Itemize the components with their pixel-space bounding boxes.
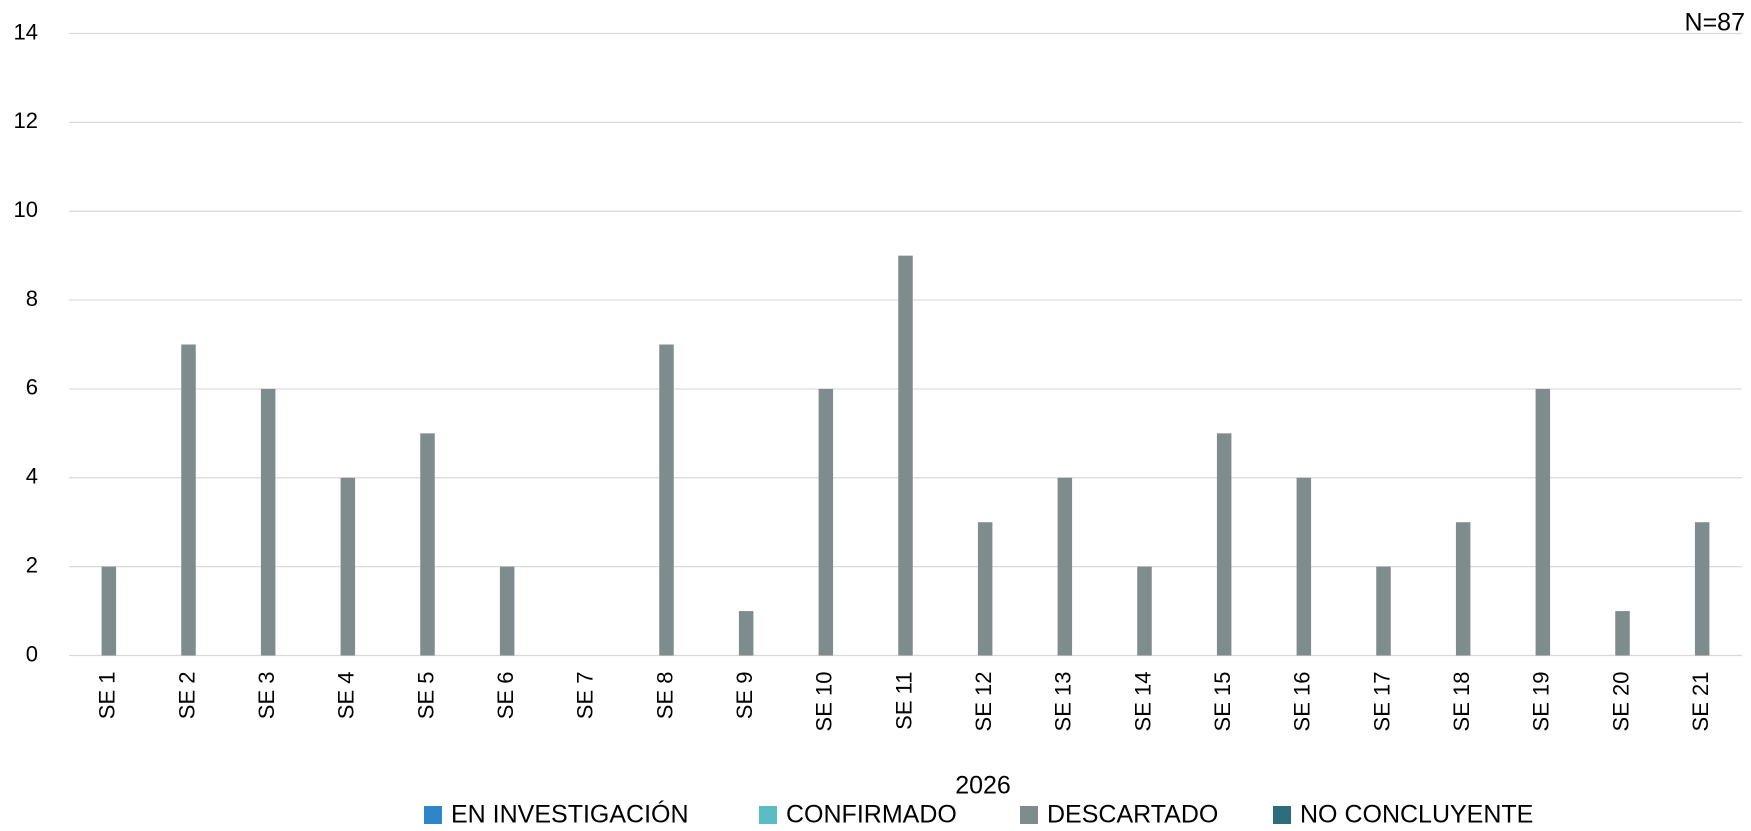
x-tick-label: SE 3: [254, 672, 279, 720]
x-tick-label: SE 18: [1449, 672, 1474, 732]
bar: [977, 522, 993, 656]
x-tick-label: SE 8: [652, 672, 677, 720]
bar: [738, 611, 754, 656]
y-tick-label: 14: [14, 19, 38, 44]
x-tick-label: SE 21: [1688, 672, 1713, 732]
bar: [181, 344, 196, 656]
x-tick-label: SE 9: [732, 672, 757, 720]
bar: [260, 388, 276, 656]
y-tick-label: 6: [26, 375, 38, 400]
x-tick-label: SE 12: [971, 672, 996, 732]
x-axis-label: 2026: [955, 772, 1011, 800]
x-tick-label: SE 20: [1608, 672, 1633, 732]
legend-label: EN INVESTIGACIÓN: [451, 800, 689, 829]
bar: [1376, 566, 1391, 656]
x-tick-label: SE 4: [334, 672, 359, 720]
bar: [1296, 477, 1312, 656]
y-tick-label: 0: [26, 641, 38, 666]
legend-label: CONFIRMADO: [786, 801, 957, 829]
bar: [420, 433, 435, 656]
y-tick-label: 8: [26, 286, 38, 311]
x-tick-label: SE 1: [95, 672, 120, 720]
bar: [898, 255, 913, 656]
legend-label: NO CONCLUYENTE: [1300, 801, 1533, 829]
x-tick-label: SE 13: [1051, 672, 1076, 732]
legend-swatch: [424, 806, 442, 824]
x-tick-label: SE 15: [1210, 672, 1235, 732]
bar: [340, 477, 356, 656]
legend-swatch: [1020, 806, 1038, 824]
y-tick-label: 2: [26, 552, 38, 577]
y-tick-label: 10: [14, 197, 38, 222]
annotation: N=87: [1685, 9, 1745, 37]
x-tick-label: SE 16: [1290, 672, 1315, 732]
y-tick-label: 12: [14, 108, 38, 133]
x-tick-label: SE 5: [413, 672, 438, 720]
bar: [1216, 433, 1232, 656]
bar: [499, 566, 515, 656]
x-tick-label: SE 2: [174, 672, 199, 720]
x-tick-label: SE 6: [493, 672, 518, 720]
y-tick-label: 4: [26, 464, 38, 489]
legend-swatch: [759, 806, 777, 824]
bar: [659, 344, 674, 656]
bar: [1535, 388, 1551, 656]
bar: [1057, 477, 1073, 656]
x-tick-label: SE 17: [1369, 672, 1394, 732]
legend-swatch: [1273, 806, 1291, 824]
legend-label: DESCARTADO: [1047, 801, 1218, 829]
bar: [1694, 522, 1710, 656]
bar: [1137, 566, 1152, 656]
bar: [818, 388, 834, 656]
x-tick-label: SE 10: [812, 672, 837, 732]
x-tick-label: SE 11: [891, 672, 916, 730]
x-tick-label: SE 14: [1130, 672, 1155, 732]
bar: [1615, 611, 1630, 656]
bar: [1455, 522, 1471, 656]
bar: [101, 566, 117, 656]
x-tick-label: SE 7: [573, 672, 598, 720]
x-tick-label: SE 19: [1529, 672, 1554, 732]
